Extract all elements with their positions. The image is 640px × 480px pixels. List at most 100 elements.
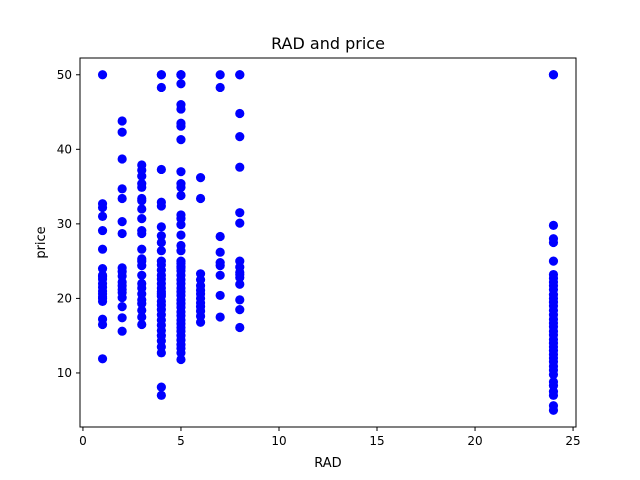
data-point [235, 269, 245, 280]
data-point [137, 319, 147, 330]
data-point [235, 295, 245, 305]
data-point [156, 82, 166, 93]
data-point [235, 279, 245, 289]
data-point [156, 164, 166, 175]
data-point [195, 317, 206, 327]
data-point [156, 70, 166, 80]
data-point [235, 162, 245, 172]
x-axis-label: RAD [314, 456, 341, 471]
data-point [176, 182, 186, 192]
x-axis-ticks: 0 5 10 15 20 25 [79, 427, 581, 448]
data-point [548, 237, 559, 248]
data-point [215, 312, 225, 322]
data-point [156, 201, 166, 211]
data-point [137, 228, 147, 239]
data-point [156, 289, 166, 299]
data-point [137, 171, 147, 181]
data-point [235, 304, 245, 315]
data-point [156, 382, 166, 392]
data-point [97, 202, 108, 213]
data-point [235, 70, 245, 80]
data-point [215, 70, 225, 80]
y-tick-label: 20 [57, 291, 72, 305]
data-point [156, 231, 166, 241]
data-point [117, 293, 127, 303]
data-point [117, 127, 127, 137]
data-point [548, 390, 559, 400]
data-point [97, 70, 108, 80]
data-point [215, 247, 225, 257]
data-point [548, 256, 559, 266]
data-point [117, 326, 127, 336]
data-point [176, 167, 186, 177]
data-point [215, 231, 225, 242]
data-point [215, 82, 225, 93]
data-point [117, 193, 127, 204]
data-point [176, 220, 186, 230]
data-point [156, 237, 166, 248]
data-point [137, 204, 147, 214]
data-point [215, 261, 225, 271]
data-point [176, 121, 186, 131]
y-tick-label: 10 [57, 366, 72, 380]
y-axis-ticks: 10 20 30 40 50 [57, 68, 80, 380]
data-point [176, 263, 186, 273]
x-tick-label: 15 [369, 434, 384, 448]
data-point [97, 244, 108, 254]
data-point [176, 190, 186, 201]
data-point [117, 217, 127, 227]
x-tick-label: 25 [565, 434, 580, 448]
x-tick-label: 5 [177, 434, 185, 448]
y-tick-label: 40 [57, 142, 72, 156]
data-point [548, 405, 559, 415]
data-point [97, 272, 108, 282]
data-point [117, 154, 127, 164]
data-point [117, 302, 127, 312]
data-point [176, 348, 186, 358]
data-point [195, 193, 206, 204]
data-point [235, 208, 245, 218]
data-point [235, 108, 245, 119]
data-point [176, 104, 186, 114]
chart-title: RAD and price [271, 34, 385, 53]
data-point [137, 254, 147, 264]
plot-frame [79, 57, 577, 428]
data-point [97, 211, 108, 222]
data-point [215, 270, 225, 280]
data-point [97, 292, 108, 302]
data-point [137, 261, 147, 271]
data-point [137, 305, 147, 315]
data-point [548, 70, 559, 80]
data-points [97, 70, 559, 415]
data-point [137, 214, 147, 224]
data-point [97, 263, 108, 274]
data-point [176, 246, 186, 256]
data-point [176, 79, 186, 89]
data-point [235, 218, 245, 228]
x-tick-label: 20 [467, 434, 482, 448]
y-tick-label: 50 [57, 68, 72, 82]
data-point [117, 228, 127, 239]
data-point [137, 182, 147, 192]
data-point [548, 220, 559, 230]
data-point [156, 348, 166, 358]
data-point [117, 313, 127, 323]
data-point [137, 196, 147, 206]
data-point [215, 290, 225, 301]
data-point [235, 322, 245, 333]
data-point [97, 354, 108, 364]
data-point [176, 354, 186, 365]
data-point [156, 390, 166, 400]
y-tick-label: 30 [57, 217, 72, 231]
data-point [548, 369, 559, 380]
x-tick-label: 0 [79, 434, 87, 448]
data-point [117, 284, 127, 295]
data-point [117, 116, 127, 126]
data-point [156, 222, 166, 232]
data-point [137, 244, 147, 254]
data-point [176, 230, 186, 240]
data-point [235, 132, 245, 142]
data-point [137, 270, 147, 280]
